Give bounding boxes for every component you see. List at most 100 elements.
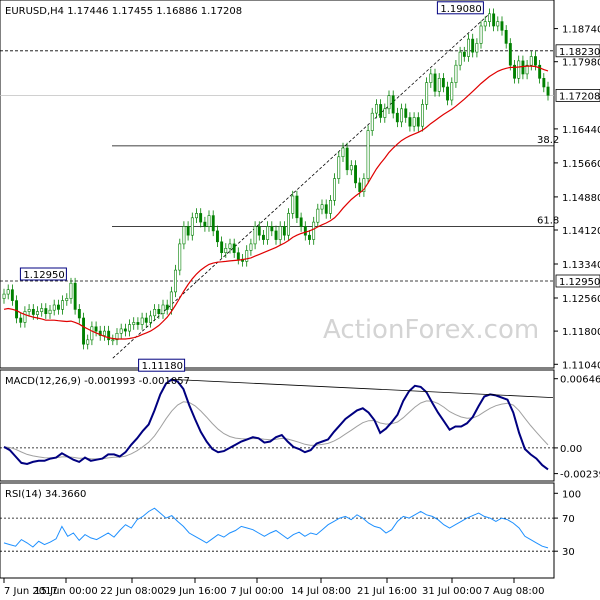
candle-body: [216, 230, 219, 243]
candle-body: [366, 130, 370, 179]
candle-body: [374, 104, 378, 114]
candle-body: [153, 308, 157, 317]
candle-body: [500, 21, 504, 31]
macd-panel-frame: [0, 369, 555, 482]
candle-body: [2, 293, 6, 299]
macd-panel-header: MACD(12,26,9) -0.001993 -0.001057: [5, 376, 190, 387]
candle-body: [546, 86, 550, 96]
price-y-tick-label: 1.14880: [562, 193, 600, 204]
candle-body: [295, 195, 299, 219]
macd-line: [3, 378, 549, 471]
candle-body: [144, 317, 148, 323]
candle-body: [186, 226, 190, 236]
candle-body: [307, 234, 311, 240]
watermark-logo: ActionForex.com: [323, 315, 539, 345]
price-y-tick-label: 1.11800: [562, 327, 600, 338]
candle-body: [107, 330, 111, 341]
macd-y-tick-label: 0.00: [560, 444, 582, 455]
candle-body: [44, 308, 48, 314]
candle-body: [86, 339, 90, 345]
candle-body: [383, 108, 387, 118]
candle-body: [450, 82, 454, 101]
candle-body: [458, 51, 462, 66]
price-tag-label-resistance: 1.18230: [559, 47, 600, 58]
price-annotation-box: [138, 358, 186, 372]
candle-body: [128, 324, 131, 332]
candle-body: [27, 308, 31, 312]
candle-body: [433, 73, 437, 92]
price-y-tick-label: 1.12560: [562, 294, 600, 305]
x-tick-label: 7 Jun 2017: [4, 586, 58, 597]
candle-body: [328, 200, 332, 214]
price-y-tick-label: 1.14120: [562, 226, 600, 237]
candle-body: [253, 226, 257, 245]
candle-body: [165, 304, 169, 310]
candle-body: [425, 82, 429, 105]
candle-body: [15, 300, 18, 319]
candle-body: [287, 213, 290, 236]
candle-body: [274, 230, 278, 240]
x-tick-label: 14 Jul 08:00: [291, 586, 351, 597]
candle-body: [395, 112, 399, 123]
candle-body: [249, 243, 253, 251]
candle-body: [182, 226, 186, 245]
candle-body: [542, 78, 546, 88]
price-tag-label-current: 1.17208: [559, 91, 600, 102]
candle-body: [529, 56, 533, 66]
price-y-tick-label: 1.11040: [562, 360, 600, 371]
x-tick-label: 15 Jun 00:00: [34, 586, 98, 597]
rsi-line: [3, 507, 549, 549]
candle-body: [462, 51, 466, 57]
candle-body: [354, 165, 357, 184]
candle-body: [228, 243, 232, 249]
candle-body: [203, 221, 207, 227]
candle-body: [69, 282, 73, 299]
candle-body: [10, 289, 14, 301]
candle-body: [408, 117, 412, 127]
price-tag-box-resistance: [555, 44, 600, 58]
candle-body: [65, 298, 69, 301]
candle-body: [492, 13, 496, 27]
candle-body: [441, 78, 445, 88]
candle-body: [320, 204, 324, 210]
rsi-panel-header: RSI(14) 34.3660: [5, 489, 86, 500]
price-y-tick-label: 1.18740: [562, 25, 600, 36]
price-y-tick-label: 1.15660: [562, 159, 600, 170]
rsi-y-tick-label: 30: [562, 547, 575, 558]
candle-body: [23, 311, 27, 323]
level-label-fib-61.8: 61.8: [537, 216, 559, 227]
x-tick-label: 7 Jul 00:00: [230, 586, 284, 597]
x-tick-label: 22 Jun 08:00: [100, 586, 164, 597]
candle-body: [533, 56, 537, 66]
candle-body: [40, 308, 44, 312]
candle-body: [303, 226, 307, 236]
trend-channel-line: [112, 13, 490, 359]
candle-body: [337, 156, 341, 179]
candle-body: [94, 326, 98, 332]
candle-body: [111, 339, 115, 342]
candle-body: [483, 21, 487, 27]
candle-body: [312, 221, 316, 240]
price-annotation-label: 1.11180: [142, 361, 183, 372]
candle-body: [195, 213, 198, 219]
candle-body: [178, 243, 182, 271]
candle-body: [123, 328, 127, 332]
candle-body: [161, 304, 165, 314]
candle-body: [278, 226, 282, 240]
price-annotation-label: 1.12950: [23, 270, 64, 281]
candle-body: [31, 308, 35, 315]
candle-body: [487, 13, 491, 22]
price-tag-box-current: [555, 89, 600, 102]
candle-body: [324, 204, 328, 214]
candle-body: [513, 64, 517, 79]
candle-body: [257, 226, 261, 236]
candle-body: [207, 215, 211, 227]
price-panel-frame: [0, 0, 555, 369]
candle-body: [266, 226, 270, 240]
x-tick-label: 31 Jul 00:00: [422, 586, 482, 597]
price-y-tick-label: 1.16440: [562, 125, 600, 136]
price-annotation-box: [19, 267, 67, 281]
rsi-y-tick-label: 100: [562, 489, 581, 500]
candle-body: [61, 300, 65, 310]
